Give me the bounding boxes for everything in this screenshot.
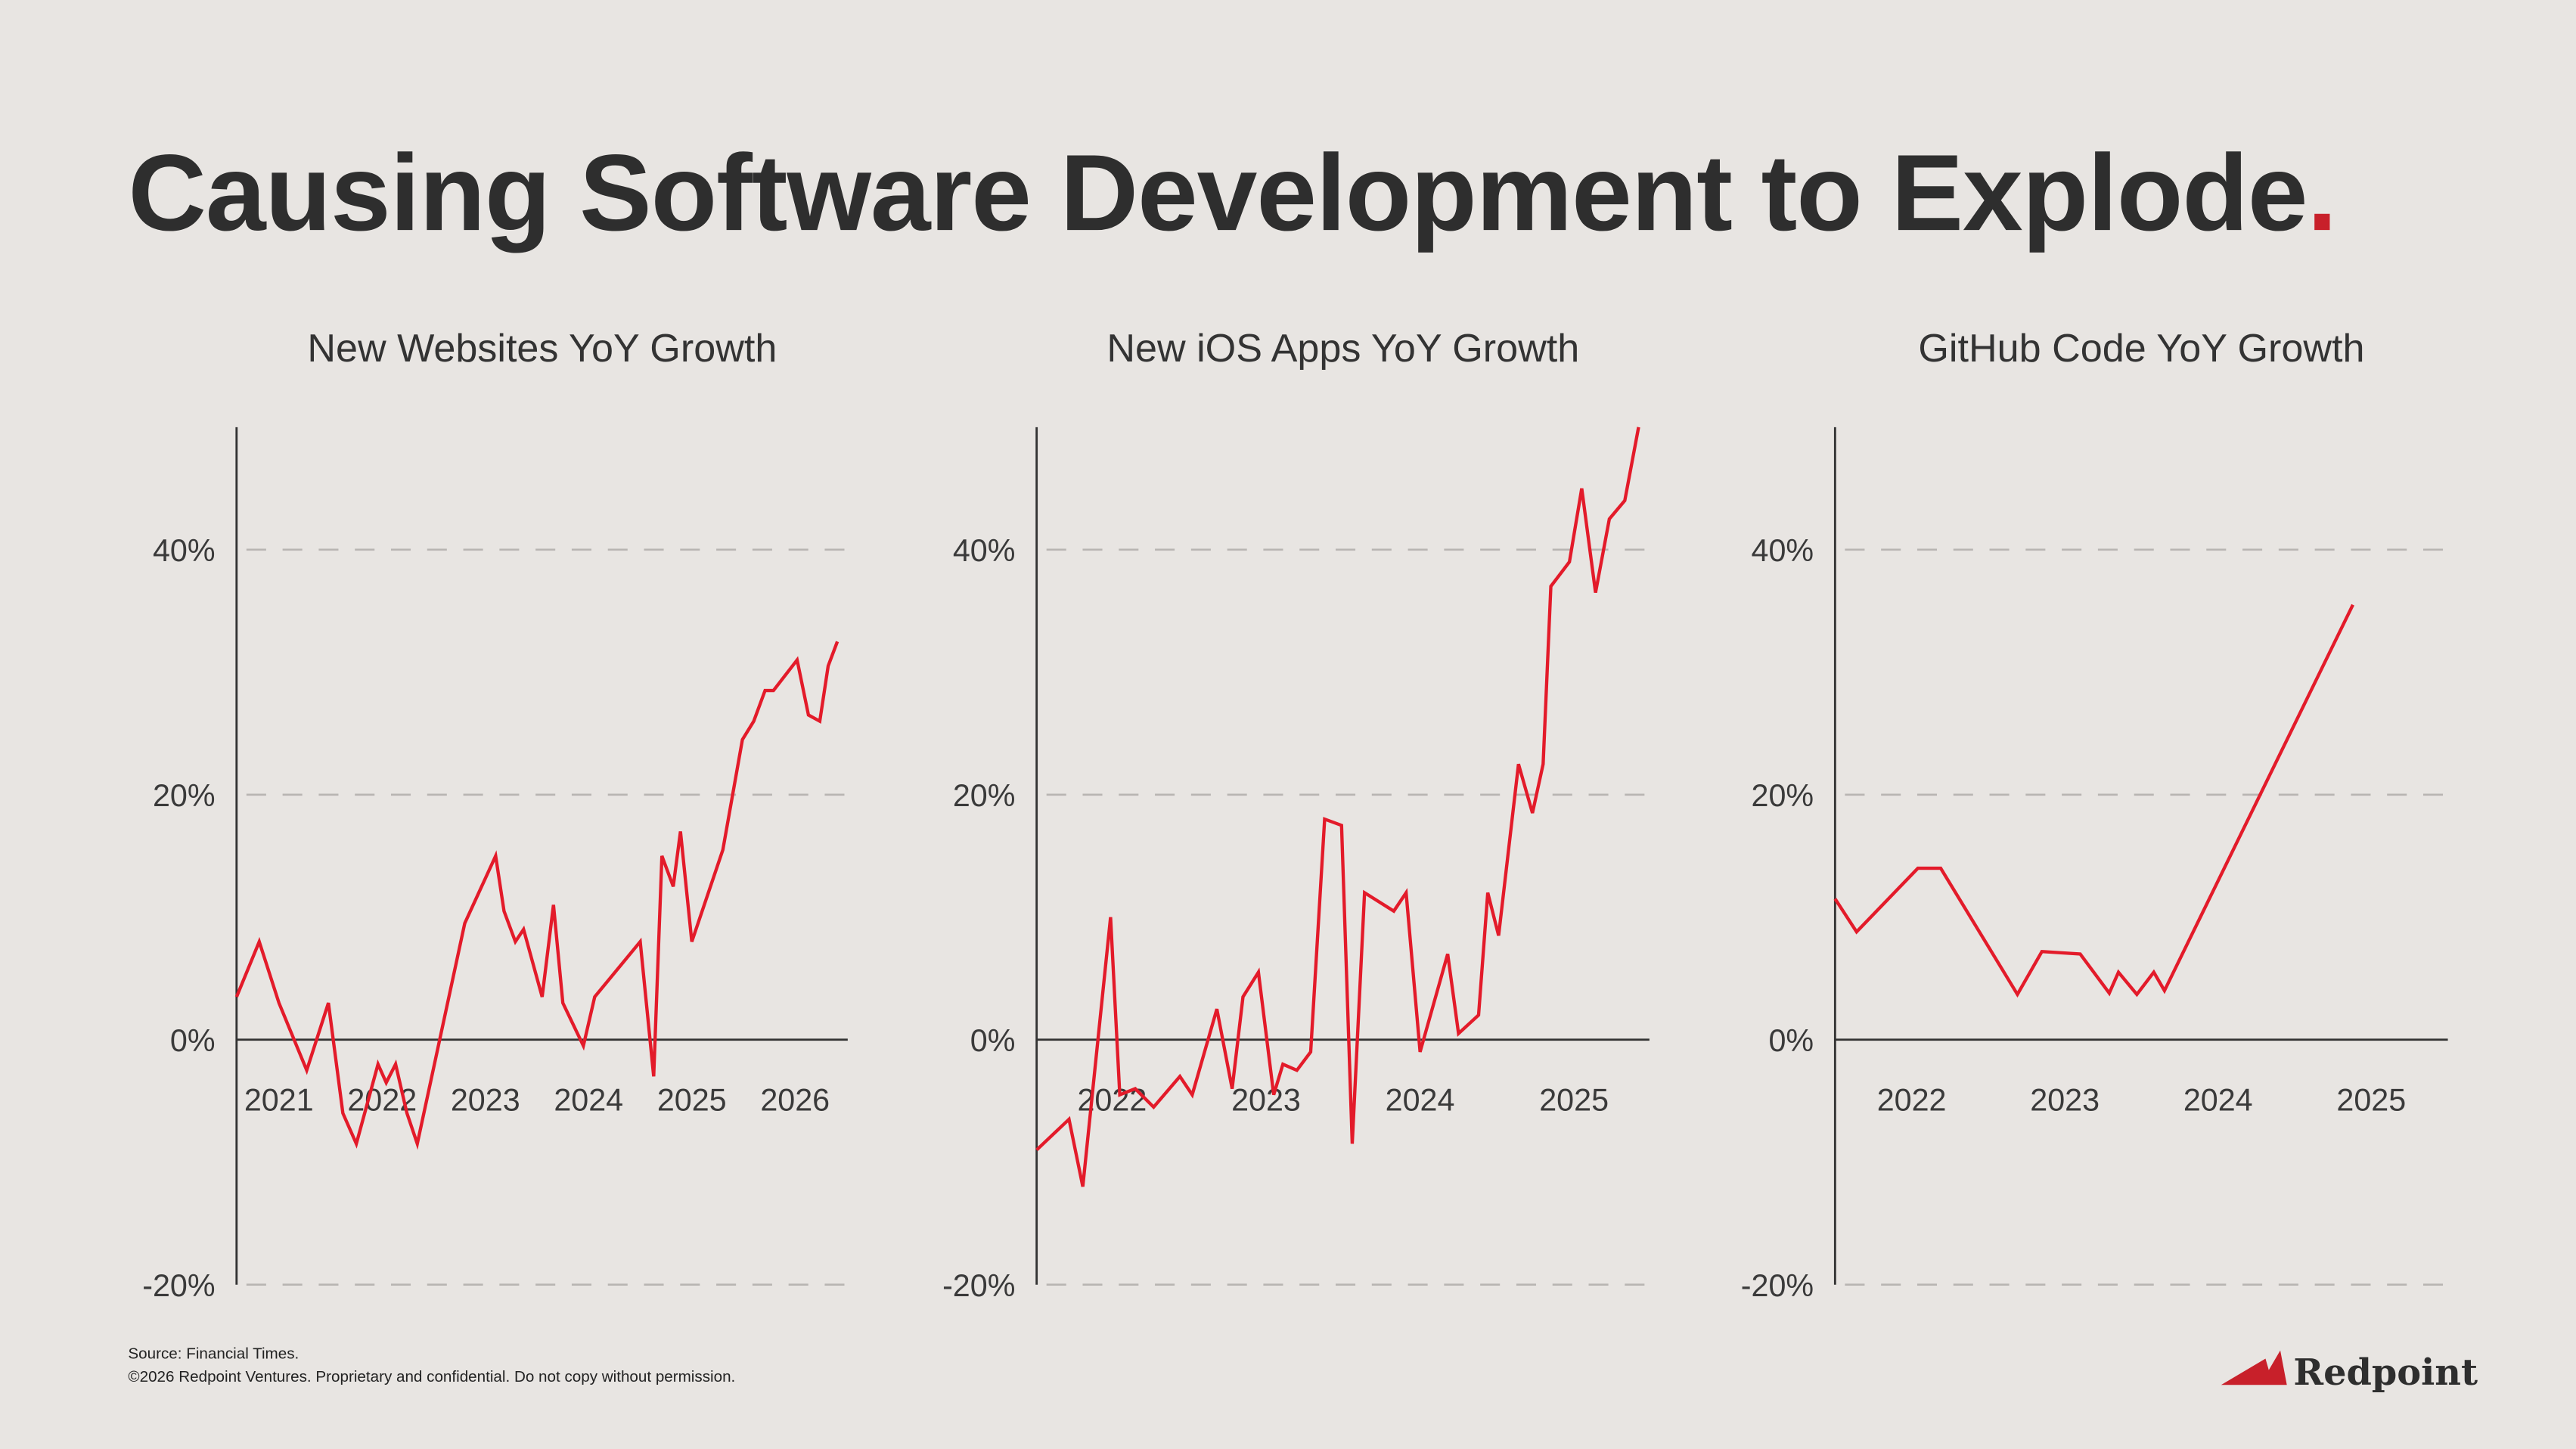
chart-title: New Websites YoY Growth [307,327,777,371]
x-tick-label: 2023 [1231,1082,1301,1117]
y-tick-label: -20% [1741,1268,1814,1303]
redpoint-logo: Redpoint [2221,1350,2478,1394]
x-tick-label: 2023 [451,1082,520,1117]
chart-title: New iOS Apps YoY Growth [1106,327,1579,371]
series-line [1035,427,1640,1187]
slide-title: Causing Software Development to Explode. [128,132,2336,253]
source-note: Source: Financial Times. [128,1345,299,1362]
y-tick-label: 40% [1752,533,1814,568]
x-tick-label: 2024 [1386,1082,1455,1117]
chart-1: New Websites YoY Growth 40% 20% 0% -20% 2021 2… [142,327,848,1303]
x-tick-label: 2023 [2030,1082,2100,1117]
y-tick-label: 20% [1752,778,1814,813]
y-tick-label: 0% [970,1023,1016,1058]
y-tick-label: 0% [1768,1023,1814,1058]
x-tick-label: 2025 [657,1082,727,1117]
title-text: Causing Software Development to Explode [128,132,2307,253]
mountain-icon [2221,1350,2287,1385]
y-tick-label: 20% [153,778,216,813]
series-line [234,641,840,1150]
y-tick-label: -20% [942,1268,1015,1303]
x-tick-label: 2025 [2336,1082,2406,1117]
x-tick-label: 2026 [760,1082,830,1117]
y-tick-label: 40% [153,533,216,568]
title-period: . [2307,132,2336,253]
logo-text: Redpoint [2293,1351,2478,1394]
chart-title: GitHub Code YoY Growth [1918,327,2364,371]
x-tick-label: 2024 [554,1082,623,1117]
y-tick-label: 40% [953,533,1016,568]
x-tick-label: 2022 [1877,1082,1947,1117]
x-tick-label: 2021 [244,1082,314,1117]
x-tick-label: 2024 [2183,1082,2253,1117]
charts: New Websites YoY Growth 40% 20% 0% -20% 2021 2… [142,327,2448,1303]
x-tick-label: 2025 [1539,1082,1609,1117]
y-tick-label: 20% [953,778,1016,813]
chart-3: GitHub Code YoY Growth 40% 20% 0% -20% 2022 20… [1741,327,2448,1303]
copyright-note: ©2026 Redpoint Ventures. Proprietary and… [128,1368,735,1385]
series-line [1833,603,2354,998]
y-tick-label: -20% [142,1268,215,1303]
y-tick-label: 0% [170,1023,216,1058]
